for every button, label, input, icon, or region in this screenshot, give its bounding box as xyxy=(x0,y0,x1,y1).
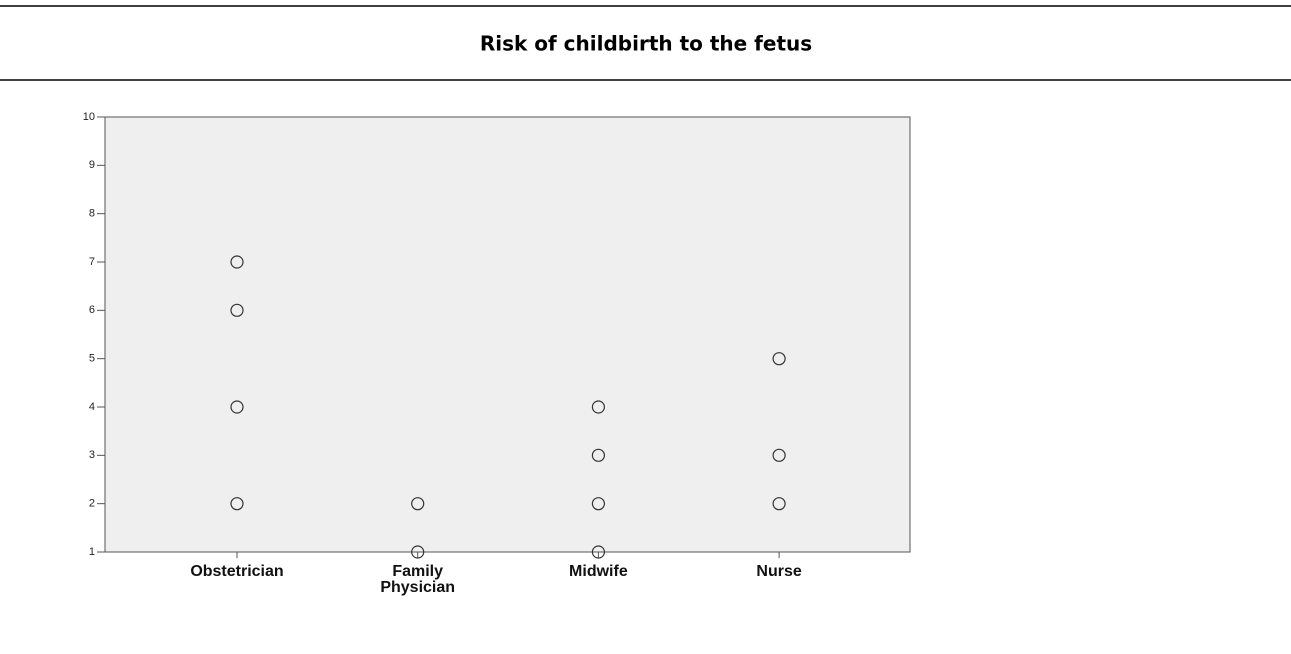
point xyxy=(230,255,244,269)
y-tick-label: 2 xyxy=(89,498,95,510)
point xyxy=(411,545,425,559)
x-tick-label: Family Physician xyxy=(328,564,508,596)
point xyxy=(772,497,786,511)
point xyxy=(591,400,606,414)
point xyxy=(230,303,244,317)
x-tick-label: Midwife xyxy=(508,564,688,580)
point xyxy=(591,448,606,462)
x-tick-text: Obstetrician xyxy=(190,563,284,580)
plot-area xyxy=(104,116,911,553)
y-tick-label: 9 xyxy=(89,159,95,171)
point xyxy=(230,400,244,414)
point xyxy=(591,497,606,511)
y-tick-label: 8 xyxy=(89,208,95,220)
x-tick-text: Family Physician xyxy=(380,563,456,596)
point xyxy=(230,497,244,511)
point xyxy=(411,497,425,511)
y-tick-label: 4 xyxy=(89,401,95,413)
y-tick-label: 10 xyxy=(83,111,95,123)
y-tick-label: 6 xyxy=(89,304,95,316)
x-tick-label: Obstetrician xyxy=(147,564,327,580)
y-tick-label: 7 xyxy=(89,256,95,268)
x-tick-label: Nurse xyxy=(689,564,869,580)
point xyxy=(591,545,606,559)
y-tick-label: 3 xyxy=(89,449,95,461)
y-tick-label: 1 xyxy=(89,546,95,558)
x-tick-text: Nurse xyxy=(756,563,802,580)
point xyxy=(772,448,786,462)
chart-title: Risk of childbirth to the fetus xyxy=(480,32,812,56)
point xyxy=(772,352,786,366)
x-tick-text: Midwife xyxy=(569,563,628,580)
y-tick-label: 5 xyxy=(89,353,95,365)
